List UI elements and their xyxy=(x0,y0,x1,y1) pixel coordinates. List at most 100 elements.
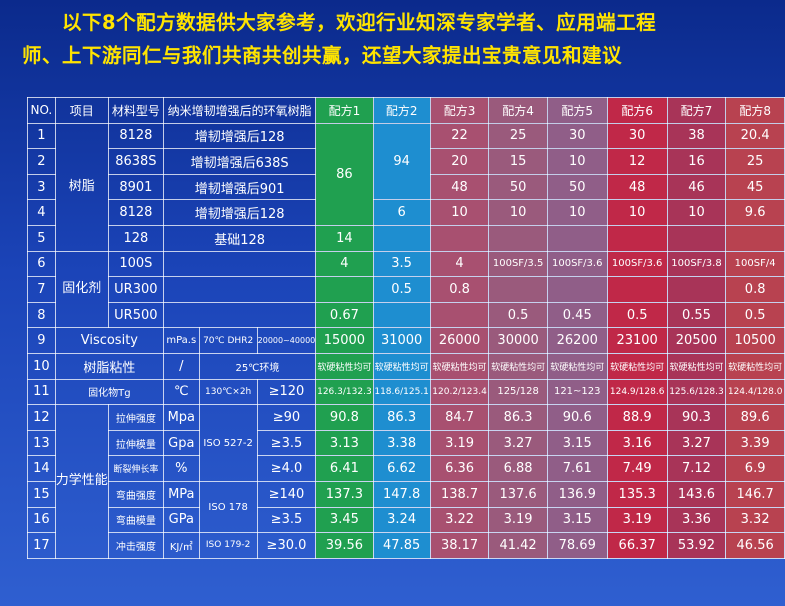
cell: 135.3 xyxy=(606,480,668,508)
row-model: 8128 xyxy=(107,199,164,226)
header-formula-6: 配方6 xyxy=(606,97,668,124)
row-spec: ≥140 xyxy=(256,480,317,508)
cell: 0.8 xyxy=(725,276,785,303)
cell: 9.6 xyxy=(725,199,785,226)
cell: 100SF/4 xyxy=(725,250,785,278)
cell xyxy=(666,276,727,303)
row-model: 断裂伸长率 xyxy=(107,455,164,482)
table-row: 13 拉伸模量 Gpa ≥3.5 3.13 3.38 3.19 3.27 3.1… xyxy=(27,429,785,457)
cell: 0.67 xyxy=(315,301,374,329)
cell: 软硬粘性均可 xyxy=(666,352,727,380)
cell: 100SF/3.6 xyxy=(546,250,608,278)
cell: 100SF/3.6 xyxy=(606,250,668,278)
cell: 50 xyxy=(546,173,608,201)
cell: 0.5 xyxy=(488,301,548,329)
row-model: 弯曲强度 xyxy=(107,480,164,508)
cell: 3.15 xyxy=(546,506,608,534)
cell: 137.3 xyxy=(315,480,374,508)
cell: 0.45 xyxy=(546,301,608,329)
cell xyxy=(488,276,548,303)
cell: 15 xyxy=(488,148,548,175)
cell: 3.5 xyxy=(372,250,431,278)
row-no: 10 xyxy=(27,352,56,380)
row-no: 3 xyxy=(27,173,56,201)
row-model: 冲击强度 xyxy=(107,532,164,559)
cell: 3.32 xyxy=(725,506,785,534)
cell: 16 xyxy=(666,148,727,175)
row-no: 12 xyxy=(27,404,56,431)
cell xyxy=(429,301,490,329)
cell: 0.55 xyxy=(666,301,727,329)
row-desc xyxy=(162,276,317,303)
cell: 125.6/128.3 xyxy=(666,378,727,406)
table-row: 4 8128 增韧增强后128 6 10 10 10 10 10 9.6 xyxy=(27,199,785,226)
row-model: 8638S xyxy=(107,148,164,175)
table-row: 14 断裂伸长率 % ≥4.0 6.41 6.62 6.36 6.88 7.61… xyxy=(27,455,785,482)
row-unit: GPa xyxy=(162,506,200,534)
row-desc xyxy=(162,301,317,329)
cell: 20.4 xyxy=(725,122,785,150)
table-row: 1 树脂 8128 增韧增强后128 86 94 22 25 30 30 38 … xyxy=(27,122,785,252)
row-model: 树脂粘性 xyxy=(54,352,164,380)
cell: 22 xyxy=(429,122,490,150)
cell: 48 xyxy=(429,173,490,201)
cell: 90.6 xyxy=(546,404,608,431)
cell: 20 xyxy=(429,148,490,175)
row-model: UR300 xyxy=(107,276,164,303)
cell: 6.88 xyxy=(488,455,548,482)
cell-f2-r1-3: 94 xyxy=(372,122,431,201)
row-desc xyxy=(162,250,317,278)
cell: 86.3 xyxy=(372,404,431,431)
row-no: 5 xyxy=(27,224,56,252)
category-mechanical: 力学性能 xyxy=(54,404,109,559)
cell: 软硬粘性均可 xyxy=(606,352,668,380)
cell: 46.56 xyxy=(725,532,785,559)
row-no: 7 xyxy=(27,276,56,303)
table-row: 9 Viscosity mPa.s 70℃ DHR2 20000~40000 1… xyxy=(27,327,785,354)
cell: 10500 xyxy=(725,327,785,354)
cell: 20500 xyxy=(666,327,727,354)
cell: 138.7 xyxy=(429,480,490,508)
title-line-1: 以下8个配方数据供大家参考，欢迎行业知深专家学者、应用端工程 xyxy=(62,11,657,34)
row-spec: ≥90 xyxy=(256,404,317,431)
cell: 软硬粘性均可 xyxy=(725,352,785,380)
cell: 3.45 xyxy=(315,506,374,534)
row-cond: 25℃环境 xyxy=(198,352,317,380)
row-unit: / xyxy=(162,352,200,380)
row-spec: ≥120 xyxy=(256,378,317,406)
cell: 3.19 xyxy=(488,506,548,534)
cell: 143.6 xyxy=(666,480,727,508)
cell xyxy=(429,224,490,252)
cell: 46 xyxy=(666,173,727,201)
header-formula-3: 配方3 xyxy=(429,97,490,124)
cell-f1-r1-4: 86 xyxy=(315,122,374,226)
row-no: 8 xyxy=(27,301,56,329)
category-curing: 固化剂 xyxy=(54,250,109,329)
cell: 121~123 xyxy=(546,378,608,406)
row-spec: ≥30.0 xyxy=(256,532,317,559)
header-item: 项目 xyxy=(54,97,109,124)
table-row: 16 弯曲模量 GPa ≥3.5 3.45 3.24 3.22 3.19 3.1… xyxy=(27,506,785,534)
page-title: 以下8个配方数据供大家参考，欢迎行业知深专家学者、应用端工程 师、上下游同仁与我… xyxy=(22,6,772,72)
header-formula-8: 配方8 xyxy=(725,97,785,124)
cell: 0.5 xyxy=(725,301,785,329)
table-row: 5 128 基础128 14 xyxy=(27,224,785,252)
cell: 3.27 xyxy=(488,429,548,457)
title-line-2: 师、上下游同仁与我们共商共创共赢，还望大家提出宝贵意见和建议 xyxy=(22,44,623,67)
cell xyxy=(666,224,727,252)
cell: 7.61 xyxy=(546,455,608,482)
row-cond: ISO 178 xyxy=(198,480,258,534)
cell: 10 xyxy=(606,199,668,226)
cell xyxy=(606,224,668,252)
row-cond: 70℃ DHR2 xyxy=(198,327,258,354)
cell xyxy=(372,224,431,252)
cell: 12 xyxy=(606,148,668,175)
cell: 50 xyxy=(488,173,548,201)
cell: 3.36 xyxy=(666,506,727,534)
row-desc: 基础128 xyxy=(162,224,317,252)
row-no: 15 xyxy=(27,480,56,508)
header-row: NO. 项目 材料型号 纳米增韧增强后的环氧树脂 配方1 配方2 配方3 配方4… xyxy=(27,97,785,124)
cell: 90.3 xyxy=(666,404,727,431)
cell: 3.19 xyxy=(429,429,490,457)
cell: 66.37 xyxy=(606,532,668,559)
